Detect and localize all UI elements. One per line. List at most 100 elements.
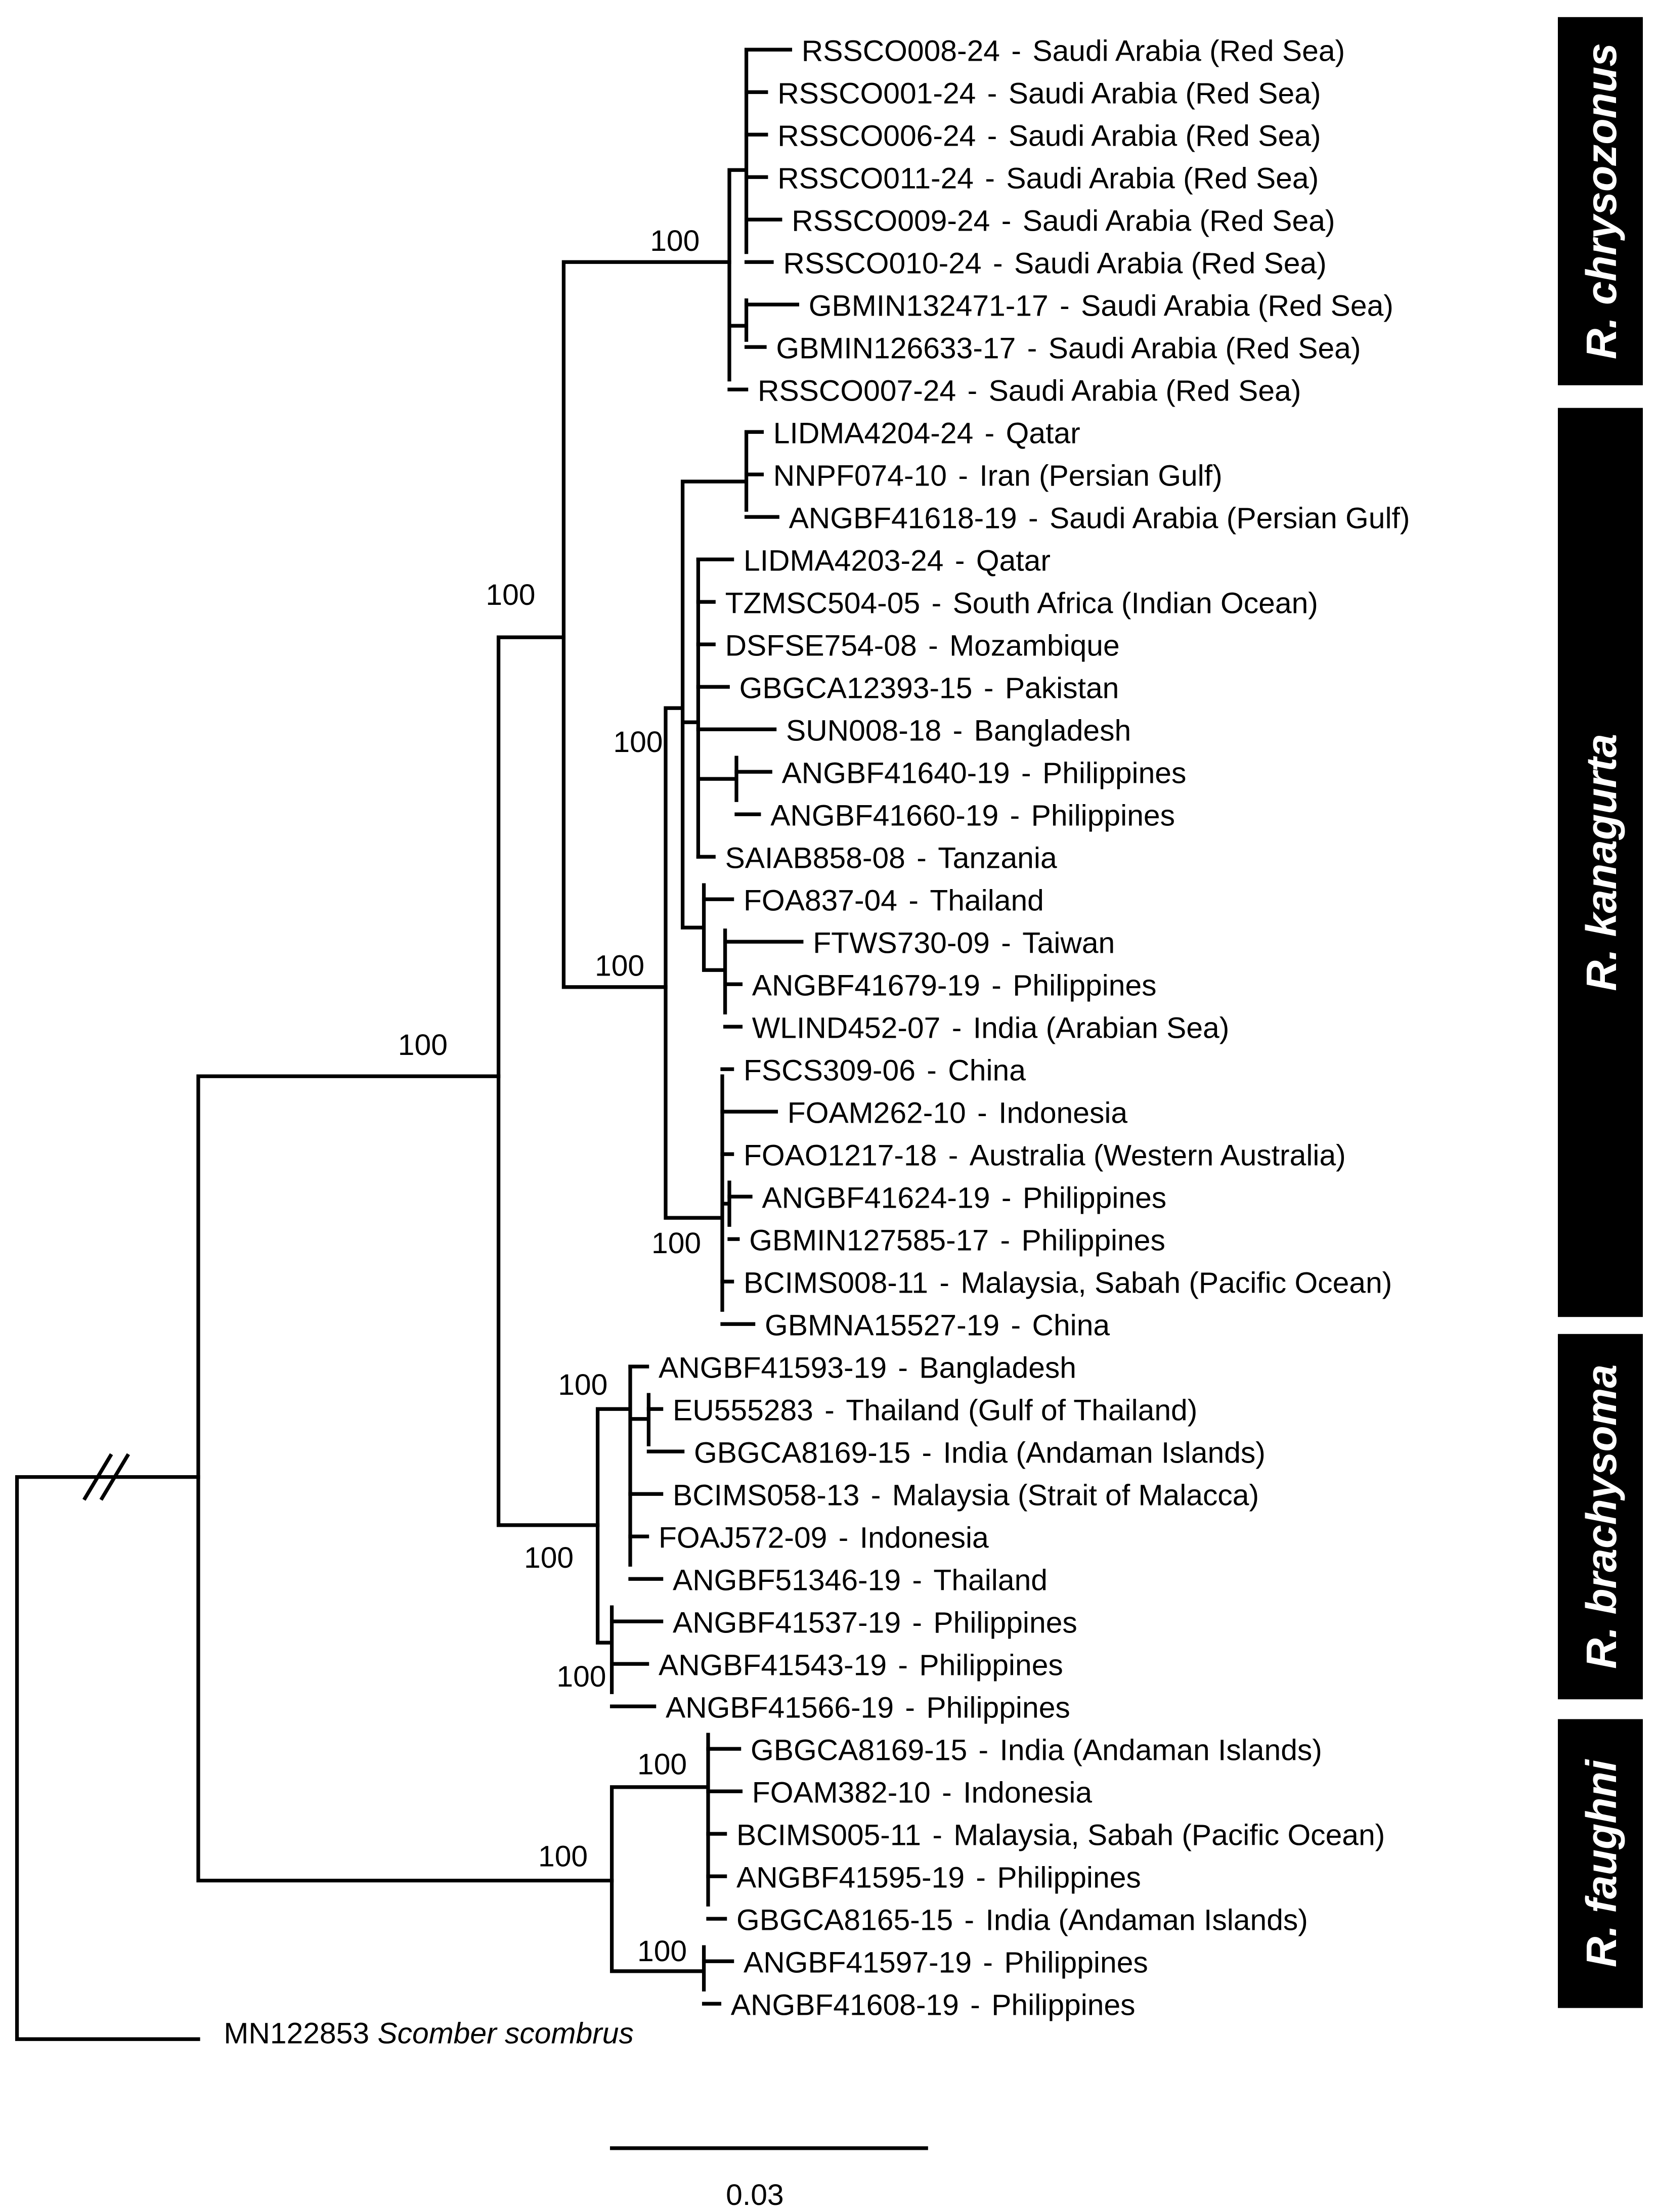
- sample-id: GBMIN126633-17: [776, 332, 1016, 365]
- node-b: [496, 635, 600, 1527]
- sample-location: China: [1032, 1309, 1110, 1342]
- clade-label-kanagurta: R. kanagurta: [1578, 734, 1625, 991]
- branch-break-mark: [82, 1453, 130, 1501]
- sample-location: Thailand (Gulf of Thailand): [846, 1394, 1197, 1427]
- support-value: 100: [637, 1748, 687, 1781]
- ingroup-node: [196, 1074, 614, 1883]
- sample-id: WLIND452-07: [752, 1012, 941, 1045]
- branches: [15, 48, 749, 2041]
- leaf-label: ANGBF41537-19- Philippines: [673, 1607, 1077, 1640]
- sample-id: GBGCA12393-15: [739, 672, 973, 705]
- sample-location: Pakistan: [1005, 672, 1119, 705]
- sample-location: Saudi Arabia (Red Sea): [1006, 162, 1319, 195]
- sample-id: GBMIN127585-17: [749, 1224, 989, 1257]
- sample-id: FOAO1217-18: [744, 1139, 937, 1172]
- separator: -: [908, 884, 919, 917]
- separator: -: [983, 1946, 993, 1979]
- sample-id: GBGCA8169-15: [694, 1437, 910, 1470]
- separator: -: [985, 417, 995, 450]
- leaf-labels: RSSCO008-24- Saudi Arabia (Red Sea) RSSCO0…: [659, 35, 1410, 2022]
- sample-location: Saudi Arabia (Red Sea): [1009, 120, 1321, 153]
- sample-id: ANGBF41640-19: [782, 757, 1010, 790]
- sample-id: RSSCO006-24: [777, 120, 976, 153]
- separator: -: [871, 1479, 881, 1512]
- outgroup-id: MN122853: [224, 2017, 369, 2050]
- sample-id: ANGBF41597-19: [744, 1946, 972, 1979]
- sample-location: India (Andaman Islands): [986, 1904, 1308, 1937]
- support-value: 100: [651, 1227, 701, 1260]
- separator: -: [839, 1522, 849, 1555]
- separator: -: [991, 969, 1001, 1002]
- sample-location: South Africa (Indian Ocean): [953, 587, 1318, 620]
- sample-location: Saudi Arabia (Red Sea): [1023, 205, 1335, 238]
- kanagurta-clade: [664, 430, 749, 1312]
- root-branch: [15, 1475, 200, 2041]
- sample-location: Philippines: [991, 1989, 1135, 2022]
- support-value: 100: [558, 1368, 607, 1401]
- node-c: [561, 260, 731, 989]
- sample-location: Bangladesh: [919, 1352, 1076, 1385]
- sample-location: Saudi Arabia (Red Sea): [1014, 247, 1327, 280]
- separator: -: [1028, 502, 1038, 535]
- leaf-label: FOAM262-10- Indonesia: [788, 1097, 1128, 1130]
- support-value: 100: [650, 225, 700, 257]
- separator: -: [987, 120, 997, 153]
- sample-location: Qatar: [976, 545, 1051, 578]
- separator: -: [1001, 1182, 1012, 1215]
- sample-id: ANGBF41543-19: [659, 1649, 887, 1682]
- support-value: 100: [595, 949, 644, 982]
- support-value: 100: [398, 1029, 448, 1061]
- sample-id: LIDMA4204-24: [773, 417, 973, 450]
- sample-id: ANGBF41660-19: [770, 800, 998, 832]
- separator: -: [1011, 35, 1021, 68]
- leaf-label: DSFSE754-08- Mozambique: [725, 630, 1120, 662]
- sample-location: Mozambique: [949, 630, 1120, 662]
- separator: -: [1000, 1224, 1011, 1257]
- separator: -: [1001, 927, 1011, 960]
- separator: -: [922, 1437, 932, 1470]
- leaf-label: GBMNA15527-19- China: [765, 1309, 1110, 1342]
- separator: -: [970, 1989, 980, 2022]
- sample-id: SUN008-18: [786, 715, 941, 747]
- leaf-label: RSSCO011-24- Saudi Arabia (Red Sea): [777, 162, 1319, 195]
- sample-location: Philippines: [1013, 969, 1156, 1002]
- sample-location: Malaysia, Sabah (Pacific Ocean): [953, 1819, 1385, 1852]
- sample-id: RSSCO011-24: [777, 162, 974, 195]
- separator: -: [958, 460, 968, 493]
- sample-id: RSSCO001-24: [777, 77, 976, 110]
- sample-location: Saudi Arabia (Persian Gulf): [1050, 502, 1410, 535]
- sample-id: ANGBF41593-19: [659, 1352, 887, 1385]
- leaf-label: FOAM382-10- Indonesia: [752, 1777, 1093, 1809]
- separator: -: [1027, 332, 1037, 365]
- sample-id: FOAM382-10: [752, 1777, 931, 1809]
- leaf-label: ANGBF51346-19- Thailand: [673, 1564, 1048, 1597]
- support-value: 100: [556, 1660, 606, 1693]
- sample-location: Saudi Arabia (Red Sea): [1049, 332, 1361, 365]
- leaf-label: ANGBF41543-19- Philippines: [659, 1649, 1063, 1682]
- leaf-label: NNPF074-10- Iran (Persian Gulf): [773, 460, 1223, 493]
- sample-location: Bangladesh: [974, 715, 1131, 747]
- leaf-label: ANGBF41597-19- Philippines: [744, 1946, 1148, 1979]
- clade-label-faughni: R. faughni: [1578, 1759, 1625, 1967]
- sample-location: Saudi Arabia (Red Sea): [1009, 77, 1321, 110]
- leaf-label: RSSCO008-24- Saudi Arabia (Red Sea): [802, 35, 1345, 68]
- leaf-label: EU555283- Thailand (Gulf of Thailand): [673, 1394, 1197, 1427]
- leaf-label: GBMIN126633-17- Saudi Arabia (Red Sea): [776, 332, 1361, 365]
- sample-id: EU555283: [673, 1394, 813, 1427]
- leaf-label: RSSCO009-24- Saudi Arabia (Red Sea): [792, 205, 1335, 238]
- sample-location: China: [948, 1054, 1026, 1087]
- leaf-label: SAIAB858-08- Tanzania: [725, 842, 1057, 875]
- sample-id: DSFSE754-08: [725, 630, 917, 662]
- leaf-label: RSSCO007-24- Saudi Arabia (Red Sea): [758, 375, 1301, 408]
- sample-location: India (Andaman Islands): [943, 1437, 1266, 1470]
- outgroup-species: Scomber scombrus: [377, 2017, 633, 2050]
- sample-id: FOA837-04: [744, 884, 897, 917]
- chrysozonus-clade: [727, 48, 749, 382]
- sample-id: TZMSC504-05: [725, 587, 921, 620]
- sample-id: GBMNA15527-19: [765, 1309, 999, 1342]
- separator: -: [984, 672, 994, 705]
- sample-location: Saudi Arabia (Red Sea): [1081, 290, 1393, 323]
- support-value: 100: [538, 1840, 588, 1873]
- separator: -: [905, 1692, 915, 1724]
